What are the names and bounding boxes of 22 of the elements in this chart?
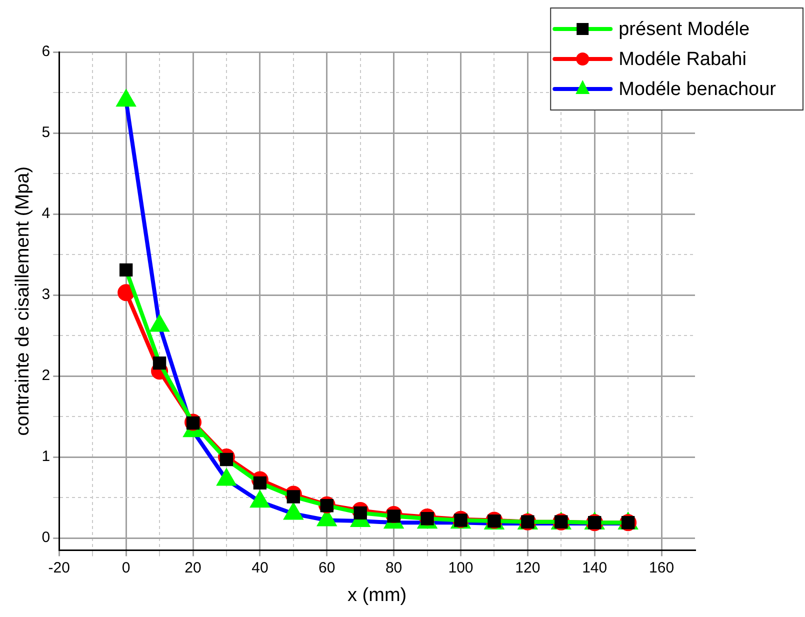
y-tick-label: 3 [42, 286, 50, 304]
legend-label: présent Modéle [618, 19, 750, 40]
y-axis-title: contrainte de cisaillement (Mpa) [12, 166, 34, 436]
x-tick-label: 40 [252, 559, 268, 576]
y-tick-label: 5 [42, 124, 50, 142]
x-tick-label: 20 [184, 559, 202, 576]
y-tick-label: 4 [42, 205, 50, 222]
x-axis-title: x (mm) [348, 584, 407, 606]
legend-label: Modéle benachour [618, 79, 777, 100]
x-tick-label: 0 [122, 559, 130, 576]
y-tick-label: 1 [42, 448, 50, 466]
x-tick-label: 120 [515, 559, 540, 576]
x-tick-label: 100 [448, 559, 474, 576]
y-tick-label: 6 [42, 43, 50, 60]
x-tick-label: 80 [385, 559, 402, 576]
x-tick-label: -20 [48, 559, 70, 576]
y-tick-label: 0 [42, 529, 50, 546]
x-tick-label: 160 [649, 559, 674, 576]
legend-label: Modéle Rabahi [618, 49, 746, 70]
y-tick-label: 2 [42, 367, 50, 384]
x-tick-label: 60 [318, 559, 336, 576]
x-tick-label: 140 [582, 559, 608, 576]
